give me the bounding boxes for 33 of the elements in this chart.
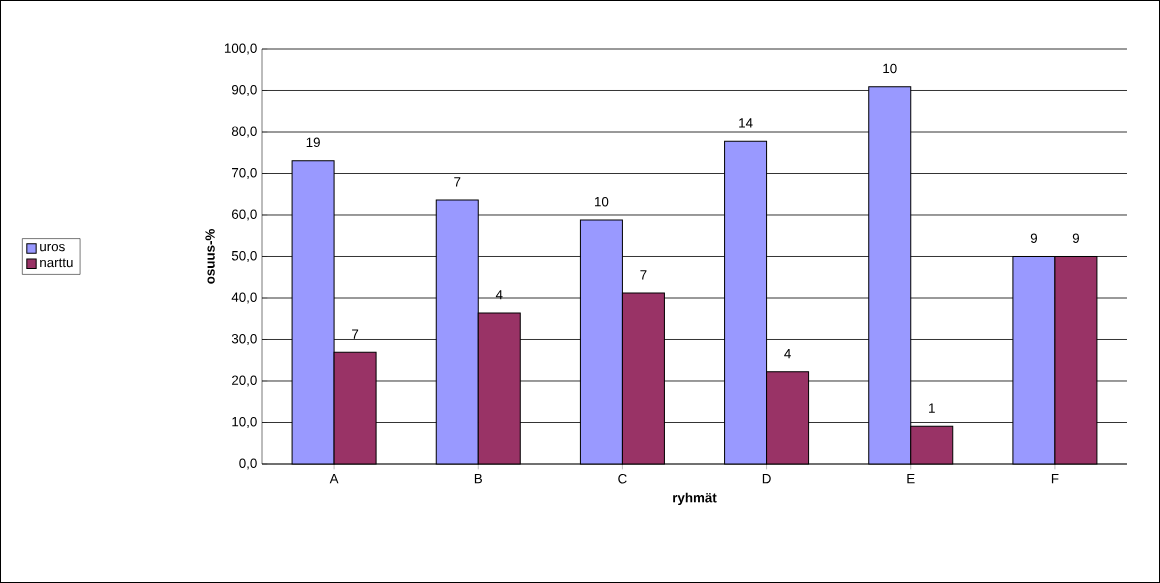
y-tick-label: 90,0: [231, 85, 257, 97]
y-tick-label: 40,0: [231, 292, 257, 304]
y-axis-title: osuus-%: [205, 229, 215, 284]
x-axis-title: ryhmät: [673, 492, 717, 506]
y-tick-label: 50,0: [231, 251, 257, 263]
legend-label: narttu: [40, 258, 73, 268]
y-tick-label: 10,0: [232, 417, 257, 429]
annotation: 7: [454, 177, 461, 187]
x-tick-label: E: [907, 474, 915, 484]
annotation: 1: [929, 403, 935, 413]
x-tick-label: B: [474, 474, 482, 484]
annotation: 4: [784, 349, 791, 359]
annotation: 9: [1030, 233, 1037, 243]
y-tick-label: 20,0: [232, 375, 257, 387]
y-tick-label: 100,0: [224, 43, 257, 55]
annotation: 7: [640, 270, 647, 280]
y-tick-label: 70,0: [232, 168, 257, 180]
annotation: 19: [306, 137, 320, 148]
y-tick-label: 0,0: [239, 458, 257, 470]
x-tick-label: F: [1051, 474, 1059, 484]
annotation: 4: [495, 290, 503, 300]
y-tick-label: 30,0: [231, 334, 257, 346]
y-tick-label: 60,0: [232, 209, 257, 221]
annotation: 10: [883, 63, 897, 74]
y-tick-label: 80,0: [231, 126, 257, 138]
legend-label: uros: [40, 243, 65, 252]
annotation: 9: [1072, 233, 1079, 243]
x-tick-label: A: [329, 474, 339, 484]
x-tick-label: D: [762, 474, 771, 484]
annotation: 10: [595, 196, 609, 207]
annotation: 14: [739, 118, 753, 128]
annotation: 7: [352, 329, 359, 339]
x-tick-label: C: [618, 474, 627, 484]
